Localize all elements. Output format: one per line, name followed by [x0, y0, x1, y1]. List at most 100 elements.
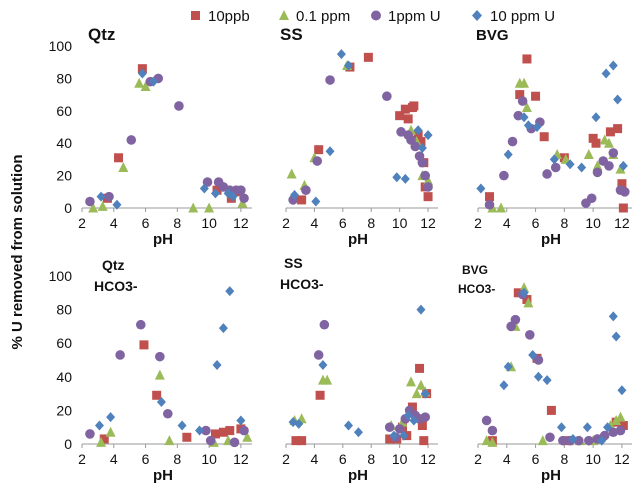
- data-point-triangle: [140, 81, 151, 91]
- data-point-circle: [394, 424, 405, 434]
- y-tick-label: 20: [56, 168, 72, 184]
- data-point-diamond: [403, 410, 413, 421]
- y-tick-label: 60: [56, 335, 72, 351]
- data-point-square: [546, 405, 556, 415]
- data-point-square: [225, 426, 235, 436]
- legend-label: 1ppm U: [388, 8, 441, 25]
- data-point-circle: [510, 314, 521, 325]
- x-tick-label: 10: [585, 451, 601, 467]
- legend-label: 10 ppm U: [490, 8, 555, 25]
- data-point-circle: [499, 170, 509, 181]
- x-axis-label: pH: [541, 467, 561, 484]
- data-point-square: [417, 421, 427, 431]
- data-point-circle: [162, 408, 173, 419]
- data-point-square: [403, 114, 413, 124]
- data-point-diamond: [318, 360, 328, 371]
- data-point-triangle: [97, 200, 108, 211]
- x-tick-label: 6: [142, 451, 150, 467]
- x-tick-label: 12: [614, 451, 630, 467]
- y-tick-label: 0: [64, 200, 72, 216]
- data-point-square: [515, 90, 525, 100]
- data-point-diamond: [523, 120, 533, 131]
- data-point-circle: [115, 350, 125, 360]
- data-point-triangle: [322, 374, 333, 385]
- y-tick-label: 80: [56, 302, 72, 318]
- data-point-circle: [620, 187, 630, 197]
- data-point-circle: [533, 355, 544, 365]
- x-tick-label: 6: [339, 451, 347, 467]
- data-point-square: [605, 127, 615, 137]
- data-point-circle: [545, 432, 555, 443]
- data-point-circle: [608, 427, 619, 438]
- x-axis-label: pH: [348, 467, 368, 484]
- data-point-diamond: [112, 199, 122, 210]
- x-tick-label: 6: [339, 215, 347, 231]
- data-point-triangle: [496, 202, 507, 213]
- data-point-diamond: [156, 397, 166, 407]
- series-circle: [288, 75, 433, 205]
- data-point-circle: [550, 162, 561, 173]
- data-point-circle: [487, 425, 498, 436]
- data-point-diamond: [94, 420, 104, 431]
- data-point-square: [522, 54, 532, 64]
- panel-label: SS: [284, 255, 303, 271]
- data-point-circle: [382, 91, 392, 102]
- x-tick-label: 4: [503, 215, 511, 231]
- scatter-panel: 2 4 6 8 10 12 pH BVG HCO3-: [458, 263, 632, 484]
- x-tick-label: 4: [311, 451, 319, 467]
- x-tick-label: 10: [392, 215, 408, 231]
- data-point-diamond: [353, 427, 363, 438]
- data-point-square: [617, 179, 627, 189]
- data-point-square: [531, 91, 541, 101]
- x-tick-label: 12: [233, 451, 249, 467]
- data-point-square: [522, 295, 532, 305]
- panel-label: BVG: [476, 27, 509, 44]
- x-tick-label: 12: [420, 215, 436, 231]
- scatter-panel: 2 4 6 8 10 12 pH SS HCO3-: [280, 255, 438, 484]
- legend-marker-circle: [371, 10, 381, 21]
- data-point-diamond: [195, 425, 205, 436]
- scatter-panel: 2 4 6 8 10 12 pH 0 20 40 60 80 100 Qtz HCO3-: [49, 257, 253, 484]
- x-tick-label: 6: [142, 215, 150, 231]
- data-point-diamond: [389, 430, 399, 441]
- data-point-triangle: [154, 369, 165, 380]
- data-point-circle: [229, 437, 240, 448]
- scatter-panel: 2 4 6 8 10 12 pH 0 20 40 60 80 100 Qtz: [49, 25, 252, 248]
- x-tick-label: 12: [614, 215, 630, 231]
- x-axis-label: pH: [153, 467, 173, 484]
- series-diamond: [96, 68, 238, 210]
- x-tick-label: 4: [503, 451, 511, 467]
- legend-marker-triangle: [279, 10, 289, 20]
- data-point-square: [400, 104, 410, 114]
- data-point-circle: [205, 435, 216, 446]
- panel-label: HCO3-: [94, 278, 138, 294]
- data-point-square: [613, 124, 623, 134]
- y-tick-label: 100: [49, 38, 73, 54]
- data-point-square: [114, 153, 124, 163]
- panel-label: Qtz: [102, 257, 125, 273]
- data-point-diamond: [582, 422, 592, 433]
- data-point-square: [588, 133, 598, 143]
- data-point-triangle: [411, 388, 422, 399]
- data-point-diamond: [528, 349, 538, 360]
- data-point-square: [423, 192, 433, 202]
- y-axis-title: % U removed from solution: [9, 154, 26, 349]
- data-point-square: [99, 434, 109, 444]
- series-triangle: [286, 59, 434, 190]
- data-point-circle: [481, 415, 492, 426]
- panel-label: Qtz: [88, 25, 115, 44]
- data-point-diamond: [519, 287, 529, 298]
- data-point-diamond: [420, 388, 430, 399]
- y-tick-label: 60: [56, 103, 72, 119]
- x-tick-label: 4: [110, 215, 118, 231]
- data-point-triangle: [487, 436, 498, 447]
- data-point-diamond: [597, 435, 607, 446]
- x-axis-label: pH: [348, 231, 368, 248]
- data-point-diamond: [542, 375, 552, 386]
- data-point-square: [539, 132, 549, 142]
- data-point-diamond: [225, 286, 235, 297]
- legend-marker-diamond: [472, 10, 482, 21]
- legend-item-1ppm: 1ppm U: [371, 8, 441, 25]
- data-point-circle: [384, 422, 395, 433]
